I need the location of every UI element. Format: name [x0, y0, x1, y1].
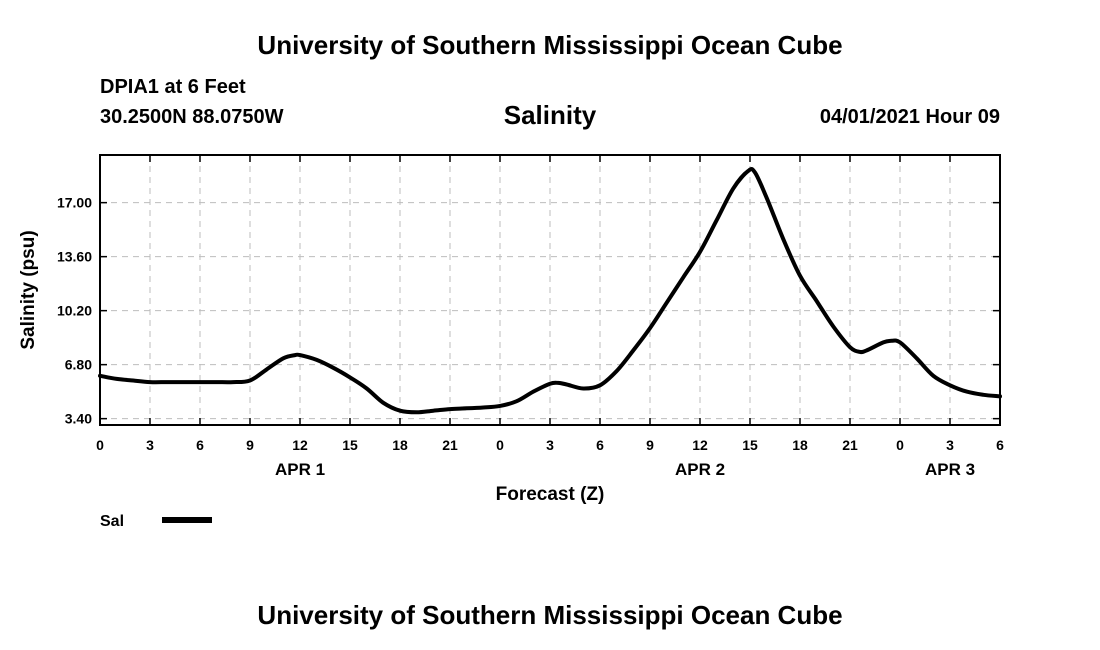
- x-tick-label: 0: [496, 437, 504, 453]
- station-label: DPIA1 at 6 Feet: [100, 76, 246, 98]
- x-tick-label: 12: [692, 437, 708, 453]
- x-tick-label: 0: [896, 437, 904, 453]
- x-tick-label: 6: [196, 437, 204, 453]
- y-tick-label: 6.80: [65, 357, 92, 373]
- x-tick-labels: 0 3 6 9 12 15 18 21 0 3 6 9 12 15 18 21 0 3 6: [96, 437, 1004, 453]
- x-tick-label: 3: [546, 437, 554, 453]
- y-tick-label: 3.40: [65, 411, 92, 427]
- day-label: APR 2: [675, 460, 725, 479]
- day-label: APR 1: [275, 460, 325, 479]
- x-tick-label: 9: [646, 437, 654, 453]
- y-tick-label: 13.60: [57, 249, 92, 265]
- forecast-date: 04/01/2021 Hour 09: [819, 106, 1000, 128]
- x-tick-label: 0: [96, 437, 104, 453]
- coordinates-label: 30.2500N 88.0750W: [100, 106, 284, 128]
- page-title: University of Southern Mississippi Ocean…: [257, 30, 843, 60]
- y-axis-title: Salinity (psu): [18, 230, 39, 349]
- x-tick-label: 18: [392, 437, 408, 453]
- salinity-series-line: [98, 167, 1002, 415]
- day-label: APR 3: [925, 460, 975, 479]
- x-tick-label: 15: [342, 437, 358, 453]
- legend-label: Sal: [100, 513, 124, 530]
- day-labels: APR 1 APR 2 APR 3: [275, 460, 975, 479]
- y-tick-label: 10.20: [57, 303, 92, 319]
- x-tick-label: 21: [442, 437, 458, 453]
- x-tick-label: 3: [146, 437, 154, 453]
- x-tick-label: 9: [246, 437, 254, 453]
- axis-ticks: [99, 155, 1001, 425]
- y-tick-labels: 3.40 6.80 10.20 13.60 17.00: [57, 195, 92, 427]
- x-tick-label: 6: [596, 437, 604, 453]
- chart-title: Salinity: [503, 100, 597, 130]
- x-tick-label: 6: [996, 437, 1004, 453]
- x-tick-label: 21: [842, 437, 858, 453]
- x-axis-title: Forecast (Z): [496, 484, 605, 505]
- x-tick-label: 3: [946, 437, 954, 453]
- x-tick-label: 15: [742, 437, 758, 453]
- x-tick-label: 18: [792, 437, 808, 453]
- y-tick-label: 17.00: [57, 195, 92, 211]
- footer-title: University of Southern Mississippi Ocean…: [257, 600, 843, 630]
- x-tick-label: 12: [292, 437, 308, 453]
